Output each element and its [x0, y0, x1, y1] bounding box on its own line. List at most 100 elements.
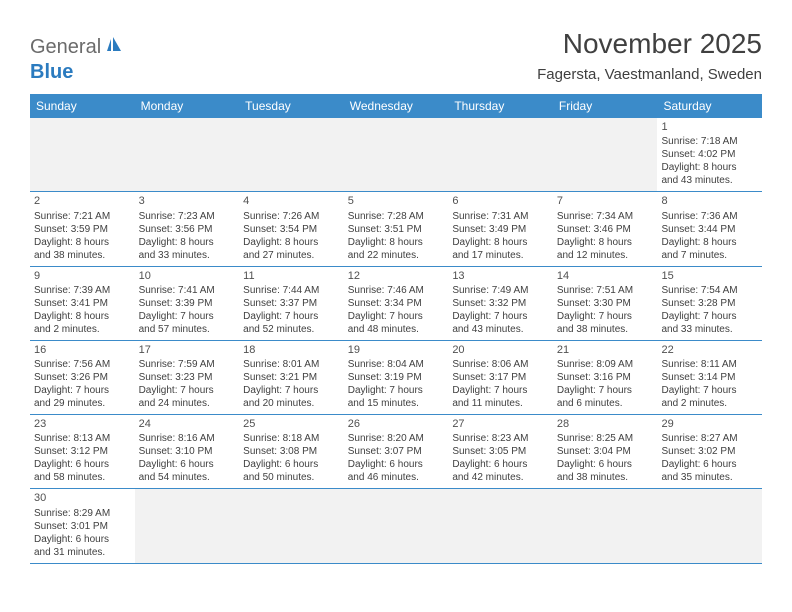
day-cell: 14Sunrise: 7:51 AMSunset: 3:30 PMDayligh… — [553, 267, 658, 340]
day-number: 20 — [452, 343, 549, 357]
week-row: 30Sunrise: 8:29 AMSunset: 3:01 PMDayligh… — [30, 489, 762, 563]
day-number: 5 — [348, 194, 445, 208]
day-info-line: and 15 minutes. — [348, 397, 445, 410]
day-cell-blank — [30, 118, 135, 191]
day-info-line: Sunrise: 7:31 AM — [452, 210, 549, 223]
calendar-page: GeneralBlue November 2025 Fagersta, Vaes… — [0, 0, 792, 564]
day-cell: 22Sunrise: 8:11 AMSunset: 3:14 PMDayligh… — [657, 341, 762, 414]
day-header: Friday — [553, 94, 658, 118]
day-number: 18 — [243, 343, 340, 357]
day-header: Saturday — [657, 94, 762, 118]
day-cell: 13Sunrise: 7:49 AMSunset: 3:32 PMDayligh… — [448, 267, 553, 340]
day-cell: 28Sunrise: 8:25 AMSunset: 3:04 PMDayligh… — [553, 415, 658, 488]
week-row: 9Sunrise: 7:39 AMSunset: 3:41 PMDaylight… — [30, 267, 762, 341]
day-cell-blank — [657, 489, 762, 562]
day-info-line: Sunrise: 7:26 AM — [243, 210, 340, 223]
day-cell: 18Sunrise: 8:01 AMSunset: 3:21 PMDayligh… — [239, 341, 344, 414]
day-info-line: Sunrise: 8:20 AM — [348, 432, 445, 445]
day-header: Tuesday — [239, 94, 344, 118]
logo-text: GeneralBlue — [30, 36, 123, 84]
day-info-line: and 46 minutes. — [348, 471, 445, 484]
day-info-line: Sunset: 3:44 PM — [661, 223, 758, 236]
day-info-line: Sunset: 3:07 PM — [348, 445, 445, 458]
day-number: 12 — [348, 269, 445, 283]
day-header-row: SundayMondayTuesdayWednesdayThursdayFrid… — [30, 94, 762, 118]
day-number: 30 — [34, 491, 131, 505]
day-info-line: Sunrise: 8:16 AM — [139, 432, 236, 445]
day-info-line: and 24 minutes. — [139, 397, 236, 410]
day-info-line: Daylight: 7 hours — [348, 310, 445, 323]
day-info-line: Daylight: 6 hours — [661, 458, 758, 471]
day-header: Thursday — [448, 94, 553, 118]
day-info-line: and 50 minutes. — [243, 471, 340, 484]
week-row: 1Sunrise: 7:18 AMSunset: 4:02 PMDaylight… — [30, 118, 762, 192]
day-cell: 30Sunrise: 8:29 AMSunset: 3:01 PMDayligh… — [30, 489, 135, 562]
day-cell: 23Sunrise: 8:13 AMSunset: 3:12 PMDayligh… — [30, 415, 135, 488]
day-info-line: Sunrise: 8:23 AM — [452, 432, 549, 445]
day-number: 15 — [661, 269, 758, 283]
week-row: 23Sunrise: 8:13 AMSunset: 3:12 PMDayligh… — [30, 415, 762, 489]
day-cell: 10Sunrise: 7:41 AMSunset: 3:39 PMDayligh… — [135, 267, 240, 340]
day-info-line: and 11 minutes. — [452, 397, 549, 410]
day-cell: 26Sunrise: 8:20 AMSunset: 3:07 PMDayligh… — [344, 415, 449, 488]
day-info-line: Sunrise: 8:04 AM — [348, 358, 445, 371]
day-info-line: Sunset: 3:59 PM — [34, 223, 131, 236]
day-info-line: Daylight: 6 hours — [452, 458, 549, 471]
day-cell: 25Sunrise: 8:18 AMSunset: 3:08 PMDayligh… — [239, 415, 344, 488]
day-number: 4 — [243, 194, 340, 208]
day-number: 22 — [661, 343, 758, 357]
day-info-line: Sunset: 3:12 PM — [34, 445, 131, 458]
day-info-line: Daylight: 7 hours — [34, 384, 131, 397]
day-number: 19 — [348, 343, 445, 357]
day-info-line: and 48 minutes. — [348, 323, 445, 336]
day-info-line: Sunset: 3:51 PM — [348, 223, 445, 236]
day-info-line: and 33 minutes. — [661, 323, 758, 336]
day-info-line: Sunset: 3:46 PM — [557, 223, 654, 236]
day-cell-blank — [448, 118, 553, 191]
day-info-line: and 38 minutes. — [557, 323, 654, 336]
header-row: GeneralBlue November 2025 Fagersta, Vaes… — [30, 28, 762, 84]
day-number: 28 — [557, 417, 654, 431]
day-info-line: Sunset: 3:16 PM — [557, 371, 654, 384]
day-cell: 27Sunrise: 8:23 AMSunset: 3:05 PMDayligh… — [448, 415, 553, 488]
day-number: 13 — [452, 269, 549, 283]
day-info-line: Sunset: 3:17 PM — [452, 371, 549, 384]
day-info-line: Sunrise: 7:41 AM — [139, 284, 236, 297]
week-row: 2Sunrise: 7:21 AMSunset: 3:59 PMDaylight… — [30, 192, 762, 266]
day-info-line: Daylight: 8 hours — [452, 236, 549, 249]
day-info-line: Sunrise: 7:18 AM — [661, 135, 758, 148]
day-number: 6 — [452, 194, 549, 208]
day-info-line: Sunrise: 7:34 AM — [557, 210, 654, 223]
day-number: 27 — [452, 417, 549, 431]
day-info-line: Sunset: 3:28 PM — [661, 297, 758, 310]
day-info-line: and 58 minutes. — [34, 471, 131, 484]
day-number: 3 — [139, 194, 236, 208]
day-info-line: Sunset: 3:34 PM — [348, 297, 445, 310]
day-number: 17 — [139, 343, 236, 357]
day-cell: 2Sunrise: 7:21 AMSunset: 3:59 PMDaylight… — [30, 192, 135, 265]
day-info-line: and 33 minutes. — [139, 249, 236, 262]
day-info-line: Daylight: 8 hours — [34, 310, 131, 323]
day-info-line: Sunset: 3:54 PM — [243, 223, 340, 236]
day-cell: 19Sunrise: 8:04 AMSunset: 3:19 PMDayligh… — [344, 341, 449, 414]
day-info-line: Sunrise: 7:36 AM — [661, 210, 758, 223]
day-info-line: Daylight: 7 hours — [557, 310, 654, 323]
day-info-line: Daylight: 7 hours — [243, 384, 340, 397]
day-info-line: Sunrise: 8:29 AM — [34, 507, 131, 520]
day-info-line: Sunrise: 7:49 AM — [452, 284, 549, 297]
day-info-line: Sunrise: 8:06 AM — [452, 358, 549, 371]
day-info-line: and 57 minutes. — [139, 323, 236, 336]
day-cell: 20Sunrise: 8:06 AMSunset: 3:17 PMDayligh… — [448, 341, 553, 414]
day-number: 23 — [34, 417, 131, 431]
day-info-line: Sunset: 3:10 PM — [139, 445, 236, 458]
day-cell-blank — [135, 118, 240, 191]
day-info-line: and 43 minutes. — [661, 174, 758, 187]
day-info-line: and 20 minutes. — [243, 397, 340, 410]
day-info-line: Sunset: 3:08 PM — [243, 445, 340, 458]
day-info-line: and 2 minutes. — [34, 323, 131, 336]
location-text: Fagersta, Vaestmanland, Sweden — [537, 66, 762, 83]
day-info-line: and 17 minutes. — [452, 249, 549, 262]
day-info-line: and 38 minutes. — [557, 471, 654, 484]
day-info-line: Sunset: 3:37 PM — [243, 297, 340, 310]
day-info-line: Daylight: 8 hours — [661, 236, 758, 249]
